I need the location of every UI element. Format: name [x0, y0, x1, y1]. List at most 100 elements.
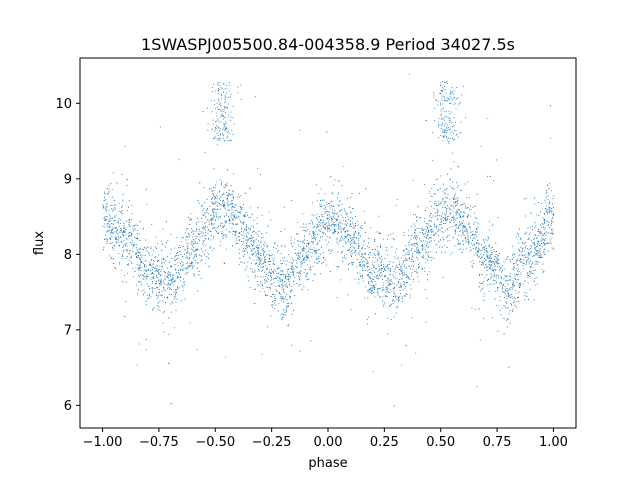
- data-point: [436, 226, 437, 228]
- data-point: [415, 232, 416, 234]
- data-point: [367, 270, 369, 272]
- data-point: [246, 245, 247, 247]
- data-point: [245, 239, 247, 241]
- data-point: [191, 267, 193, 269]
- data-point: [452, 188, 454, 189]
- data-point: [164, 275, 166, 277]
- data-point: [431, 195, 433, 197]
- data-point: [517, 279, 519, 281]
- data-point: [326, 204, 328, 206]
- data-point: [286, 310, 287, 312]
- data-point: [158, 289, 160, 290]
- data-point: [429, 225, 431, 227]
- data-point: [305, 226, 307, 228]
- data-point: [485, 239, 487, 241]
- data-point: [365, 286, 366, 288]
- data-point: [359, 245, 360, 247]
- data-point: [167, 297, 168, 299]
- data-point: [394, 300, 395, 302]
- data-point: [298, 272, 300, 273]
- data-point: [382, 289, 384, 291]
- data-point: [307, 244, 309, 246]
- data-point: [425, 120, 427, 121]
- data-point: [368, 247, 370, 248]
- data-point: [111, 242, 113, 243]
- data-point: [379, 296, 381, 298]
- data-point: [341, 228, 343, 230]
- data-point: [263, 262, 265, 264]
- data-point: [124, 275, 125, 277]
- data-point: [363, 264, 365, 266]
- data-point: [225, 234, 227, 235]
- data-point: [398, 300, 400, 302]
- data-point: [390, 268, 392, 270]
- data-point: [109, 225, 111, 227]
- data-point: [272, 307, 274, 308]
- data-point: [212, 197, 214, 198]
- data-point: [306, 256, 308, 257]
- data-point: [394, 287, 396, 289]
- data-point: [429, 215, 431, 217]
- data-point: [128, 252, 130, 254]
- data-point: [548, 207, 550, 208]
- data-point: [274, 294, 276, 296]
- data-point: [135, 238, 137, 239]
- data-point: [108, 192, 110, 194]
- data-point: [504, 275, 506, 277]
- data-point: [194, 241, 196, 243]
- data-point: [328, 228, 330, 229]
- data-point: [364, 223, 366, 224]
- data-point: [225, 236, 227, 238]
- data-point: [497, 289, 499, 291]
- data-point: [232, 233, 234, 235]
- data-point: [179, 251, 181, 252]
- data-point: [226, 212, 227, 214]
- data-point: [246, 224, 247, 226]
- data-point: [273, 263, 275, 265]
- data-point: [514, 267, 515, 269]
- data-point: [211, 191, 213, 193]
- data-point: [235, 204, 237, 206]
- data-point: [112, 208, 114, 210]
- data-point: [237, 243, 239, 244]
- data-point: [163, 282, 165, 284]
- data-point: [528, 258, 530, 260]
- data-point: [522, 283, 524, 285]
- data-point: [520, 251, 522, 253]
- data-point: [131, 213, 133, 214]
- data-point: [343, 219, 344, 221]
- data-point: [501, 277, 502, 279]
- data-point: [213, 211, 215, 213]
- data-point: [536, 242, 538, 244]
- data-point: [353, 237, 355, 239]
- data-point: [153, 277, 155, 279]
- data-point: [373, 285, 374, 287]
- data-point: [167, 240, 169, 242]
- data-point: [272, 260, 274, 262]
- data-point: [469, 215, 471, 217]
- data-point: [438, 246, 440, 248]
- data-point: [296, 272, 298, 274]
- data-point: [197, 262, 199, 264]
- data-point: [374, 281, 376, 282]
- data-point: [449, 240, 451, 242]
- data-point: [404, 272, 406, 274]
- data-point: [524, 198, 525, 200]
- data-point: [212, 237, 214, 239]
- data-point: [147, 298, 149, 299]
- data-point: [234, 207, 236, 208]
- data-point: [550, 212, 552, 214]
- data-point: [167, 334, 169, 335]
- data-point: [431, 220, 432, 222]
- data-point: [256, 259, 258, 261]
- data-point: [119, 245, 121, 247]
- data-point: [444, 213, 446, 215]
- data-point: [126, 272, 128, 274]
- data-point: [142, 275, 144, 277]
- data-point: [144, 246, 145, 248]
- data-point: [449, 253, 451, 255]
- data-point: [536, 260, 538, 262]
- data-point: [547, 211, 548, 213]
- data-point: [485, 259, 487, 261]
- data-point: [111, 232, 113, 233]
